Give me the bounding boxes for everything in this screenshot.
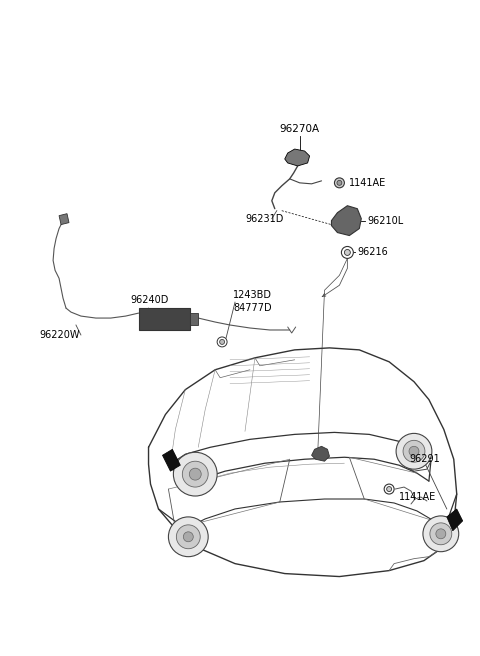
Circle shape: [217, 337, 227, 347]
Text: 96231D: 96231D: [245, 214, 283, 224]
Circle shape: [384, 484, 394, 494]
Polygon shape: [332, 206, 361, 236]
Circle shape: [341, 247, 353, 258]
Circle shape: [220, 339, 225, 344]
Text: 96220W: 96220W: [39, 330, 80, 340]
Text: 96291: 96291: [409, 454, 440, 464]
Polygon shape: [162, 449, 180, 471]
Text: 96216: 96216: [357, 247, 388, 257]
Circle shape: [176, 525, 200, 548]
Text: 84777D: 84777D: [233, 303, 272, 313]
Circle shape: [423, 516, 459, 552]
Circle shape: [396, 434, 432, 469]
Circle shape: [183, 532, 193, 542]
Polygon shape: [447, 509, 463, 531]
Text: 96270A: 96270A: [279, 124, 320, 134]
Text: 1141AE: 1141AE: [399, 492, 436, 502]
Circle shape: [168, 517, 208, 557]
Circle shape: [182, 461, 208, 487]
Text: 1243BD: 1243BD: [233, 290, 272, 300]
Circle shape: [387, 487, 392, 491]
Circle shape: [403, 440, 425, 462]
Circle shape: [409, 446, 419, 457]
Circle shape: [173, 452, 217, 496]
Bar: [190, 313, 198, 325]
Circle shape: [344, 249, 350, 255]
Bar: [139, 308, 190, 330]
Circle shape: [189, 468, 201, 480]
Polygon shape: [285, 149, 310, 166]
Circle shape: [335, 178, 344, 188]
Text: 96240D: 96240D: [131, 295, 169, 305]
Circle shape: [436, 529, 446, 539]
Circle shape: [430, 523, 452, 544]
Text: 1141AE: 1141AE: [349, 178, 386, 188]
Polygon shape: [312, 446, 329, 461]
Circle shape: [337, 180, 342, 186]
Polygon shape: [59, 214, 69, 224]
Text: 96210L: 96210L: [367, 216, 404, 226]
